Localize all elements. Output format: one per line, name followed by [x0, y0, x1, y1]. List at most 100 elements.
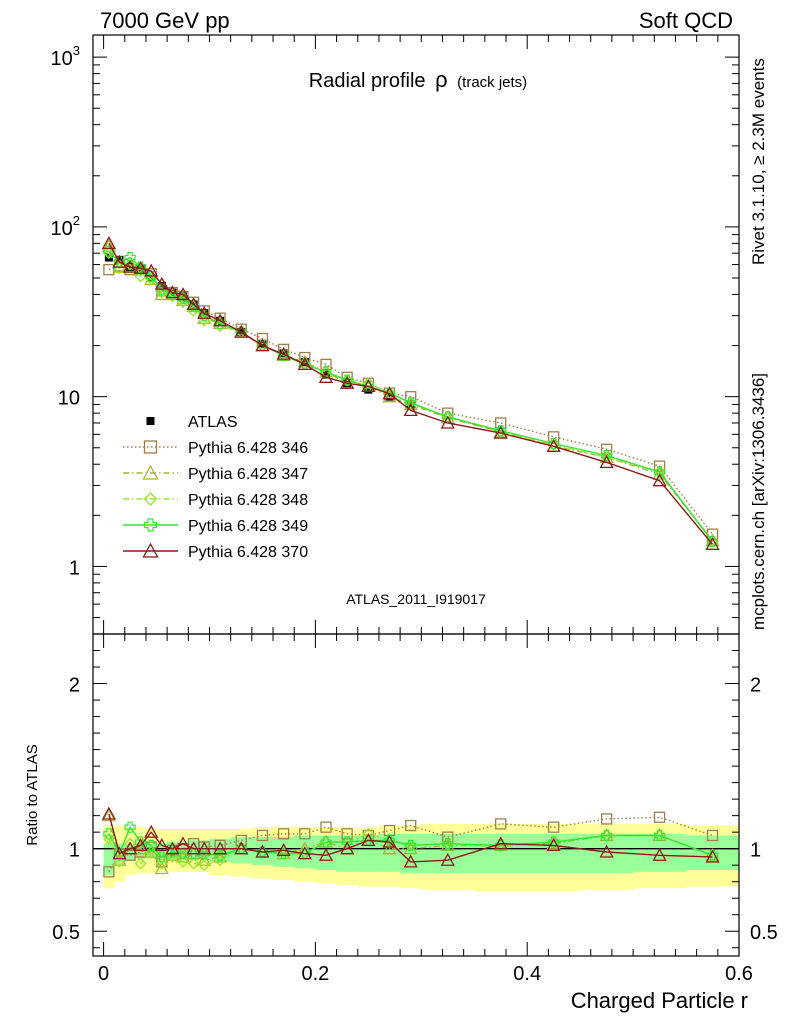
main-y-tick-label-1: 10	[58, 388, 80, 410]
ratio-point-4-20	[440, 852, 455, 866]
ratio-point-2-3	[134, 857, 147, 870]
main-point-4-8	[188, 300, 200, 313]
main-point-5-9	[197, 305, 212, 319]
header-category: Soft QCD	[639, 8, 733, 33]
ratio-point-0-16	[341, 828, 353, 840]
ratio-y-tick-label-right-2: 2	[750, 675, 761, 697]
ratio-panel: 0.5 0.5 1 1 2 2 0 0.2 0.4 0.6 Ratio to ATLAS Char…	[24, 633, 778, 1013]
ratio-point-3-23	[601, 829, 613, 842]
ratio-y-tick-label-0: 0.5	[52, 922, 80, 944]
ratio-point-0-24	[653, 811, 666, 823]
legend-entry-3: Pythia 6.428 348	[123, 492, 308, 509]
main-point-5-16	[340, 375, 355, 389]
header-energy: 7000 GeV pp	[100, 8, 230, 33]
main-point-1-19	[405, 391, 417, 403]
ratio-point-0-13	[277, 828, 290, 840]
ratio-point-1-10	[212, 849, 228, 863]
ratio-point-0-23	[600, 813, 613, 825]
ratio-y-tick-label-1: 1	[69, 840, 80, 862]
ratio-point-4-13	[276, 842, 291, 856]
ratio-y-tick-label-2: 2	[69, 675, 80, 697]
ratio-point-0-19	[405, 819, 417, 832]
legend-entry-5: Pythia 6.428 370	[123, 542, 308, 561]
main-y-tick-label-2: 102	[51, 213, 80, 240]
main-point-5-21	[493, 425, 508, 439]
main-point-5-7	[175, 287, 191, 301]
main-point-4-24	[653, 466, 666, 478]
ratio-band-green-bin-9	[198, 840, 210, 861]
ratio-y-tick-label-right-0: 0.5	[750, 922, 778, 944]
main-point-5-17	[361, 379, 376, 393]
main-point-3-9	[198, 314, 211, 327]
x-tick-label-3: 0.6	[725, 963, 753, 985]
main-series-line-1	[108, 265, 714, 535]
main-point-3-6	[166, 290, 179, 303]
ratio-band-green-bin-6	[167, 842, 179, 861]
ratio-point-3-15	[320, 836, 332, 848]
ratio-point-4-16	[340, 841, 355, 855]
main-point-4-16	[341, 374, 353, 386]
ratio-point-4-5	[154, 838, 169, 852]
ratio-point-2-7	[177, 855, 189, 868]
ratio-plot-layer	[93, 806, 740, 892]
ratio-point-4-9	[197, 841, 212, 855]
main-point-3-4	[145, 273, 158, 286]
ratio-y-label: Ratio to ATLAS	[24, 744, 41, 845]
ratio-point-4-19	[403, 854, 418, 868]
ratio-y-tick-label-right-1: 1	[750, 840, 761, 862]
legend-marker-3	[143, 492, 158, 506]
main-point-5-5	[154, 276, 169, 290]
ratio-point-0-11	[235, 834, 247, 847]
main-point-0-4	[147, 274, 156, 283]
ratio-point-4-11	[234, 841, 249, 855]
main-point-4-21	[495, 425, 507, 437]
ratio-band-green-bin-12	[251, 837, 274, 866]
ratio-point-4-3	[133, 838, 148, 852]
ratio-point-2-0	[102, 832, 115, 845]
main-point-4-2	[124, 251, 136, 264]
main-y-tick-label-3: 103	[51, 43, 80, 70]
ratio-point-2-4	[145, 846, 158, 858]
ratio-point-2-5	[155, 857, 168, 870]
main-point-5-6	[165, 285, 180, 299]
ratio-point-1-18	[382, 841, 397, 855]
ratio-point-4-23	[599, 844, 614, 858]
ratio-point-4-8	[186, 841, 201, 855]
ratio-point-3-3	[135, 836, 147, 848]
x-axis-label: Charged Particle r	[571, 988, 748, 1013]
ratio-point-3-18	[383, 834, 396, 847]
main-point-3-2	[124, 258, 136, 271]
side-rivet-label: Rivet 3.1.10, ≥ 2.3M events	[749, 58, 768, 265]
ratio-point-4-1	[112, 846, 127, 860]
main-point-1-16	[341, 371, 353, 383]
ratio-point-3-0	[103, 828, 115, 840]
main-point-0-15	[321, 370, 330, 379]
ratio-point-4-6	[165, 841, 180, 855]
legend-marker-5	[142, 542, 159, 558]
main-point-1-22	[548, 431, 560, 443]
ratio-point-3-19	[405, 839, 417, 851]
legend-entry-1: Pythia 6.428 346	[123, 440, 308, 457]
ratio-point-4-15	[318, 847, 334, 861]
main-point-3-25	[706, 534, 719, 547]
main-point-1-15	[320, 358, 332, 371]
ratio-point-1-3	[133, 841, 148, 855]
ratio-plot-frame	[92, 633, 740, 957]
main-point-5-4	[144, 263, 159, 277]
ratio-point-4-22	[546, 838, 561, 852]
main-point-5-1	[112, 254, 127, 268]
main-point-5-25	[705, 536, 720, 550]
legend-label-2: Pythia 6.428 347	[188, 466, 308, 483]
ratio-band-green-bin-14	[294, 835, 316, 869]
ratio-band-green-bin-5	[156, 843, 168, 859]
main-point-5-2	[122, 259, 138, 273]
main-axes: 1 10 102 103	[51, 35, 740, 635]
ratio-point-0-22	[548, 821, 560, 833]
ratio-point-3-5	[156, 851, 168, 863]
main-point-5-8	[186, 296, 201, 310]
main-point-5-14	[297, 356, 312, 371]
ratio-point-0-21	[495, 818, 507, 830]
main-point-5-11	[234, 324, 249, 338]
ratio-point-4-24	[652, 847, 667, 861]
